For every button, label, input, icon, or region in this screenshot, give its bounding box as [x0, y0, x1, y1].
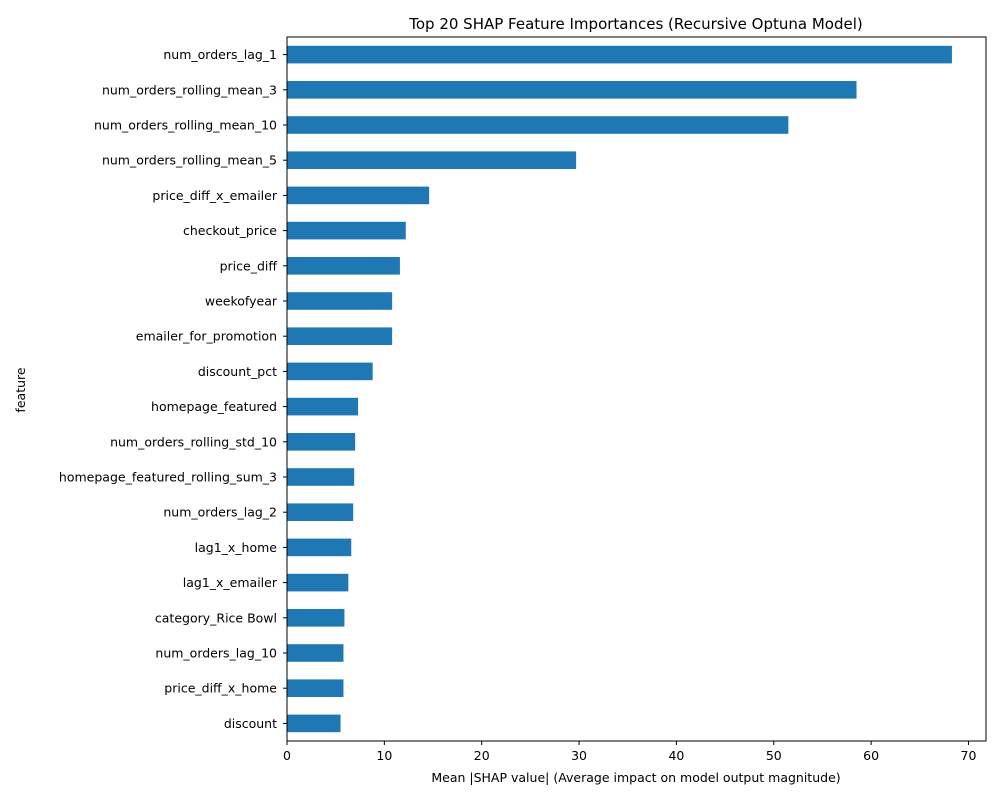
plot-frame	[286, 36, 987, 742]
y-tick-label: lag1_x_emailer	[183, 575, 278, 590]
y-tick-label: num_orders_lag_10	[155, 646, 277, 661]
bar	[287, 116, 789, 134]
bar	[287, 397, 359, 416]
x-axis-ticks: 0 10 20 30 40 50 60 70	[283, 741, 976, 763]
y-tick-label: num_orders_lag_1	[163, 47, 277, 62]
y-tick-label: weekofyear	[205, 294, 278, 309]
bars-group	[287, 45, 952, 733]
y-tick-label: homepage_featured	[151, 399, 277, 414]
y-tick-label: num_orders_lag_2	[163, 505, 277, 520]
y-tick-label: discount	[224, 716, 277, 731]
y-tick-label: num_orders_rolling_mean_5	[102, 153, 277, 168]
bar	[287, 679, 344, 697]
bar	[287, 362, 373, 381]
y-tick-label: price_diff_x_home	[164, 681, 277, 696]
bar	[287, 538, 352, 557]
bar	[287, 714, 341, 733]
x-tick-label: 20	[474, 748, 490, 763]
x-tick-label: 40	[668, 748, 684, 763]
x-tick-label: 10	[376, 748, 392, 763]
bar	[287, 151, 577, 169]
x-axis-label: Mean |SHAP value| (Average impact on mod…	[431, 770, 840, 785]
chart-title: Top 20 SHAP Feature Importances (Recursi…	[408, 15, 862, 33]
bar	[287, 327, 393, 345]
y-tick-label: price_diff	[220, 258, 278, 273]
y-axis-ticks: num_orders_lag_1 num_orders_rolling_mean_…	[59, 47, 287, 731]
bar	[287, 609, 345, 627]
y-tick-label: price_diff_x_emailer	[152, 188, 277, 203]
x-tick-label: 30	[571, 748, 587, 763]
bar	[287, 573, 349, 592]
bar	[287, 503, 354, 521]
bar	[287, 433, 356, 451]
y-tick-label: emailer_for_promotion	[136, 329, 277, 344]
bar	[287, 468, 355, 486]
x-tick-label: 70	[961, 748, 977, 763]
bar	[287, 45, 952, 64]
y-tick-label: checkout_price	[183, 223, 277, 238]
x-tick-label: 0	[283, 748, 291, 763]
bar	[287, 186, 430, 205]
bar	[287, 221, 406, 240]
y-tick-label: category_Rice Bowl	[155, 610, 277, 625]
bar	[287, 644, 344, 662]
bar	[287, 257, 400, 275]
y-tick-label: homepage_featured_rolling_sum_3	[59, 470, 277, 485]
axes-frame	[286, 36, 987, 742]
x-tick-label: 50	[766, 748, 782, 763]
y-tick-label: discount_pct	[198, 364, 277, 379]
x-tick-label: 60	[863, 748, 879, 763]
bar	[287, 81, 857, 99]
y-tick-label: lag1_x_home	[195, 540, 278, 555]
y-axis-label: feature	[13, 367, 28, 412]
y-tick-label: num_orders_rolling_std_10	[110, 434, 277, 449]
y-tick-label: num_orders_rolling_mean_3	[102, 82, 277, 97]
bar	[287, 292, 393, 310]
y-tick-label: num_orders_rolling_mean_10	[94, 118, 277, 133]
